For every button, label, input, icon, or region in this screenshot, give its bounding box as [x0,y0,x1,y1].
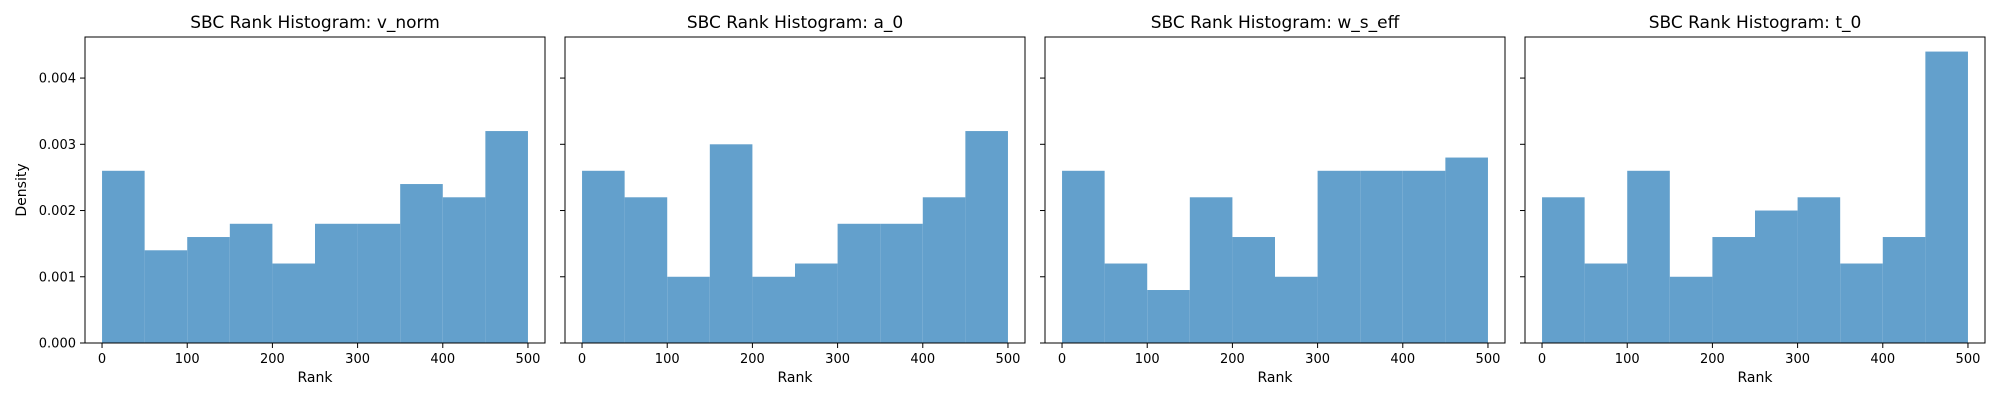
histogram-bar [795,263,838,343]
panel-title: SBC Rank Histogram: a_0 [687,13,903,33]
histogram-bar [1584,263,1628,343]
histogram-bar [485,131,528,343]
x-tick-label: 500 [996,352,1021,367]
histogram-bar [400,184,443,343]
x-tick-label: 0 [98,352,106,367]
x-tick-label: 300 [345,352,370,367]
histogram-bar [1445,157,1488,343]
histogram-bar [1797,197,1841,343]
axes-frame [564,36,1026,344]
y-tick-label: 0.004 [39,72,76,87]
x-tick-label: 300 [825,352,850,367]
histogram-bar [1542,197,1585,343]
axes-frame [1044,36,1506,344]
x-tick-label: 200 [1700,352,1725,367]
x-tick-label: 500 [1956,352,1981,367]
histogram-bar [357,223,401,343]
y-tick-label: 0.000 [39,337,76,352]
x-axis-label: Rank [1738,370,1774,386]
histogram-bar [1627,170,1670,343]
x-tick-label: 500 [516,352,541,367]
histogram-bar [582,170,625,343]
panel-title: SBC Rank Histogram: t_0 [1649,13,1862,33]
histogram-bar [315,223,358,343]
x-tick-label: 0 [1538,352,1546,367]
histogram-bar [1147,290,1190,343]
axes-frame [1524,36,1986,344]
histogram-bar [880,223,923,343]
histogram-bar [229,223,273,343]
x-tick-label: 0 [1058,352,1066,367]
x-tick-label: 0 [578,352,586,367]
panel-title: SBC Rank Histogram: v_norm [190,13,440,33]
x-tick-label: 400 [1390,352,1415,367]
y-axis-label: Density [14,163,30,216]
x-tick-label: 300 [1305,352,1330,367]
y-tick-label: 0.001 [39,270,76,285]
x-tick-label: 100 [175,352,200,367]
histogram-bar [1840,263,1883,343]
x-tick-label: 100 [655,352,680,367]
histogram-bar [1104,263,1148,343]
x-tick-label: 100 [1135,352,1160,367]
x-tick-label: 200 [1220,352,1245,367]
histogram-bar [1755,210,1798,343]
y-tick-label: 0.003 [39,138,76,153]
histogram-bar [1275,276,1318,343]
histogram-bar [1360,170,1403,343]
histogram-bar [752,276,795,343]
x-tick-label: 400 [910,352,935,367]
histogram-bar [1062,170,1105,343]
x-tick-label: 100 [1615,352,1640,367]
histogram-bar [709,144,753,343]
histogram-bar [667,276,710,343]
x-tick-label: 200 [260,352,285,367]
histogram-bar [1232,237,1275,343]
axes-frame [84,36,546,344]
histogram-bar [837,223,881,343]
x-tick-label: 200 [740,352,765,367]
histogram-bar [1189,197,1233,343]
histogram-bar [624,197,668,343]
histogram-panel-4: 0 100 200 300 400 500 SBC Rank Histogram: t_0 R… [1520,13,1986,386]
histogram-bar [102,170,145,343]
y-tick-label: 0.002 [39,204,76,219]
histogram-panel-1: 0 100 200 300 400 500 0.000 0.001 0.002 0.003 0.00… [14,13,546,386]
histogram-bar [1882,237,1926,343]
x-tick-label: 500 [1476,352,1501,367]
histogram-panel-2: 0 100 200 300 400 500 SBC Rank Histogram: a_0 R… [560,13,1026,386]
histogram-bar [922,197,966,343]
x-tick-label: 300 [1785,352,1810,367]
histogram-bar [1925,51,1968,343]
histogram-bar [1669,276,1713,343]
histogram-bar [1317,170,1361,343]
panel-title: SBC Rank Histogram: w_s_eff [1151,13,1401,33]
histogram-bar [442,197,486,343]
histogram-bar [144,250,188,343]
histogram-bar [1402,170,1446,343]
histogram-bar [272,263,315,343]
histogram-panel-3: 0 100 200 300 400 500 SBC Rank Histogram: w_s_… [1040,13,1506,386]
histogram-bar [965,131,1008,343]
x-tick-label: 400 [430,352,455,367]
histogram-bar [1712,237,1755,343]
x-axis-label: Rank [778,370,814,386]
x-tick-label: 400 [1870,352,1895,367]
histogram-bar [187,237,230,343]
x-axis-label: Rank [298,370,334,386]
x-axis-label: Rank [1258,370,1294,386]
